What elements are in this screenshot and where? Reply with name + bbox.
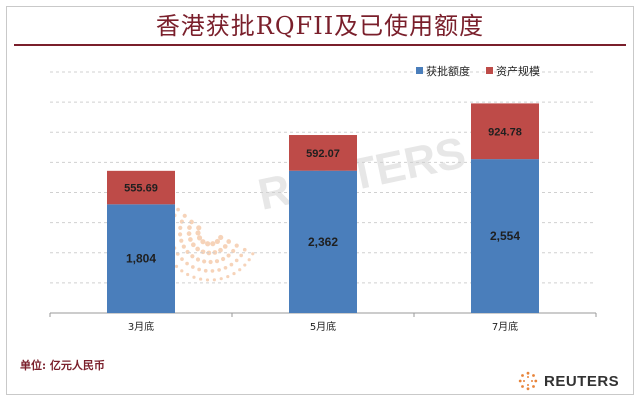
watermark-dot bbox=[229, 262, 234, 267]
watermark-dot bbox=[247, 258, 251, 262]
watermark-dot bbox=[219, 277, 223, 281]
bar-labels: 1,804 555.69 2,362 592.07 2,554 924.78 bbox=[124, 126, 522, 265]
watermark-dot bbox=[185, 249, 190, 255]
watermark-dot bbox=[189, 219, 194, 225]
watermark-dot bbox=[174, 264, 179, 268]
watermark-dot bbox=[180, 269, 184, 273]
watermark-dot bbox=[177, 232, 183, 237]
x-tick-labels: 3月底 5月底 7月底 bbox=[49, 313, 597, 333]
watermark-dot bbox=[181, 244, 186, 249]
watermark-dot bbox=[176, 207, 180, 212]
data-label: 555.69 bbox=[124, 183, 158, 195]
watermark-dot bbox=[217, 268, 221, 272]
watermark-dot bbox=[197, 267, 201, 272]
watermark-dot bbox=[190, 254, 195, 259]
reuters-wordmark: REUTERS bbox=[544, 372, 620, 390]
x-tick-label: 7月底 bbox=[492, 320, 518, 333]
watermark-dot bbox=[205, 241, 211, 247]
watermark-dot bbox=[210, 269, 215, 273]
watermark-dot bbox=[199, 277, 203, 281]
watermark-dot bbox=[182, 213, 187, 218]
legend: 获批额度 资产规模 bbox=[416, 64, 540, 78]
bars bbox=[107, 103, 539, 313]
watermark-dot bbox=[238, 268, 242, 272]
legend-label: 资产规模 bbox=[496, 64, 540, 78]
unit-note: 单位: 亿元人民币 bbox=[20, 359, 105, 372]
watermark-dot bbox=[226, 239, 232, 244]
watermark-dot bbox=[185, 261, 189, 266]
data-label: 1,804 bbox=[126, 252, 156, 266]
bar-assets bbox=[471, 103, 539, 160]
watermark-dot bbox=[251, 252, 255, 256]
bar-assets bbox=[289, 135, 357, 171]
watermark-dot bbox=[186, 272, 190, 277]
watermark-dot bbox=[180, 257, 184, 261]
watermark-dot bbox=[220, 256, 226, 262]
watermark-dot bbox=[234, 243, 239, 248]
watermark-dot bbox=[196, 235, 203, 241]
watermark-dot bbox=[222, 244, 228, 249]
title-underline bbox=[14, 44, 626, 46]
bar-approved bbox=[289, 170, 357, 313]
watermark-dot bbox=[187, 225, 192, 230]
watermark-dot bbox=[202, 259, 207, 264]
watermark-dot bbox=[195, 230, 201, 236]
x-tick-label: 3月底 bbox=[128, 320, 154, 333]
legend-label: 获批额度 bbox=[426, 64, 470, 78]
watermark-dot bbox=[239, 253, 244, 258]
watermark-dot bbox=[179, 238, 184, 243]
watermark-dot bbox=[223, 265, 228, 270]
watermark-dot bbox=[178, 225, 183, 230]
data-label: 2,362 bbox=[308, 235, 338, 249]
watermark-dot bbox=[195, 246, 201, 252]
watermark-dot bbox=[200, 239, 206, 245]
watermark-dot bbox=[214, 238, 221, 245]
watermark-dot bbox=[190, 265, 195, 269]
watermark-dot bbox=[210, 241, 216, 247]
bar-assets bbox=[107, 170, 175, 205]
watermark-dot bbox=[214, 259, 220, 264]
watermark-dot bbox=[195, 257, 201, 262]
x-tick-label: 5月底 bbox=[310, 320, 336, 333]
watermark-dot bbox=[234, 258, 239, 263]
watermark-dot bbox=[232, 271, 236, 276]
data-label: 592.07 bbox=[306, 148, 340, 160]
watermark-dot bbox=[231, 248, 236, 254]
watermark-dot bbox=[212, 278, 216, 282]
watermark-dot bbox=[192, 275, 196, 279]
watermark-dot bbox=[188, 237, 193, 242]
legend-swatch bbox=[486, 67, 493, 74]
watermark-dot bbox=[196, 225, 202, 231]
data-label: 924.78 bbox=[488, 126, 522, 138]
watermark-dot bbox=[226, 274, 230, 279]
watermark-dot bbox=[218, 247, 223, 253]
bar-approved bbox=[471, 159, 539, 313]
legend-swatch bbox=[416, 67, 423, 74]
watermark-dot bbox=[242, 247, 247, 252]
watermark-dot bbox=[186, 231, 192, 236]
data-label: 2,554 bbox=[490, 229, 520, 243]
page-title: 香港获批RQFII及已使用额度 bbox=[155, 12, 485, 40]
watermark-dot bbox=[200, 249, 206, 255]
watermark-dot bbox=[203, 268, 208, 273]
watermark-dot bbox=[205, 278, 210, 282]
reuters-dots-icon bbox=[518, 371, 538, 391]
bar-approved bbox=[107, 204, 175, 313]
reuters-logo: REUTERS bbox=[518, 371, 619, 391]
watermark-dot bbox=[190, 242, 196, 248]
watermark-dot bbox=[243, 263, 247, 267]
watermark-dot bbox=[218, 234, 224, 241]
watermark-dot bbox=[208, 259, 213, 265]
watermark-dot bbox=[226, 253, 231, 258]
watermark-text: REUTERS bbox=[254, 128, 470, 220]
